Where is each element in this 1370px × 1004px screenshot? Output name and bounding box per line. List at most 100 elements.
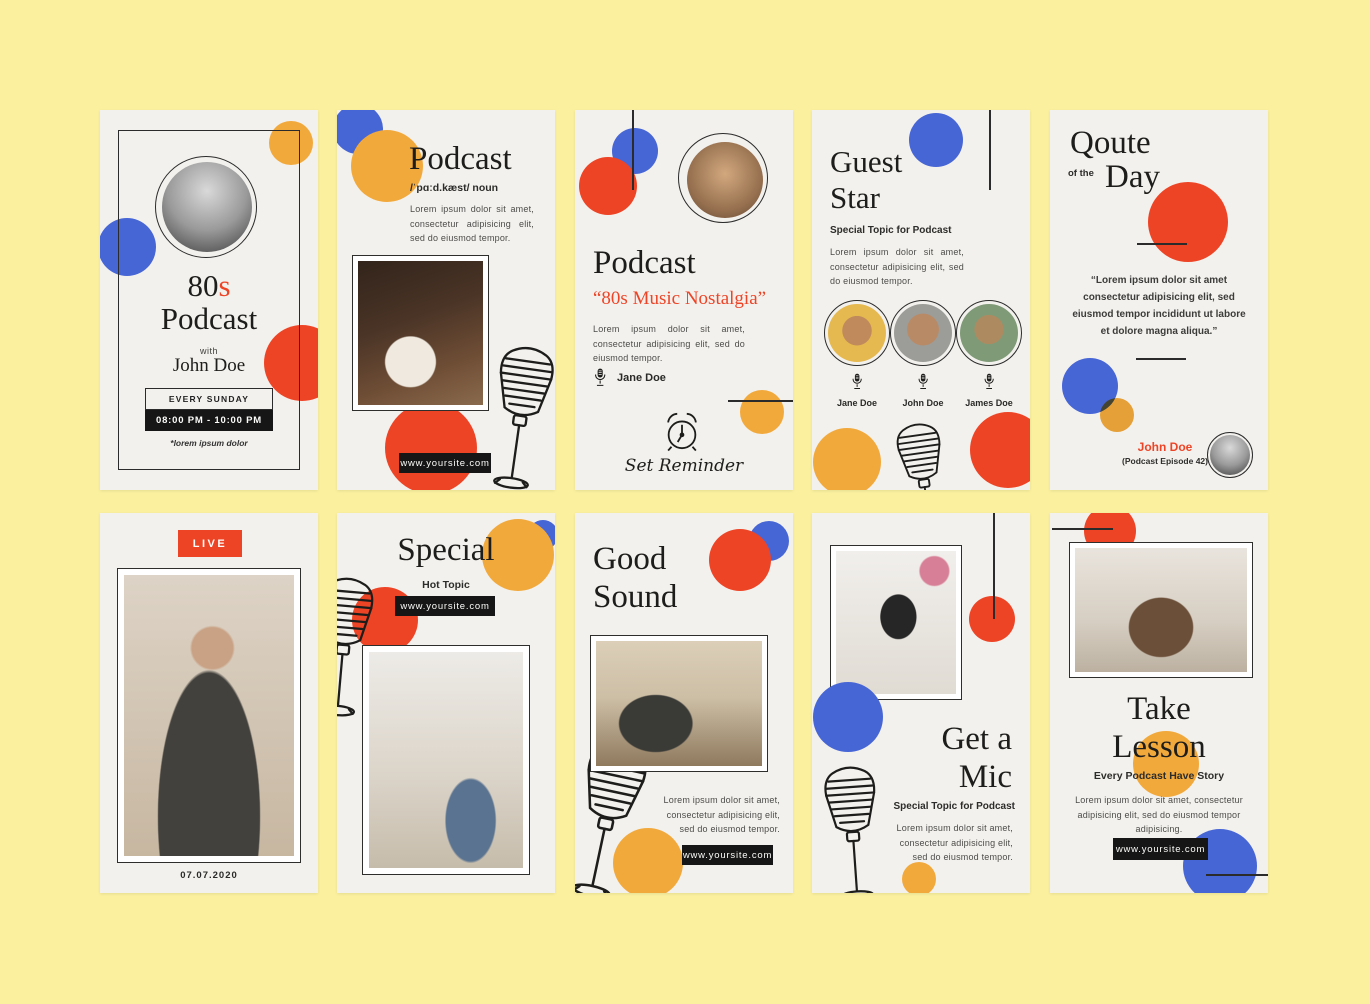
mic-icon	[852, 373, 862, 389]
body-text: Lorem ipsum dolor sit amet, consectetur …	[593, 324, 745, 364]
guest-avatar	[828, 304, 886, 362]
yellow-circle	[482, 519, 554, 591]
guests-row: Jane Doe John Doe James Doe	[824, 300, 1022, 408]
accent-line	[632, 110, 634, 190]
studio-photo	[352, 255, 489, 411]
template-card-special-hot-topic: Special Hot Topic www.yoursite.com	[337, 513, 555, 893]
pronunciation: /ˈpɑːd.kæst/ noun	[410, 182, 499, 194]
website-bar: www.yoursite.com	[395, 596, 495, 616]
desk-photo	[590, 635, 768, 772]
red-circle	[264, 325, 318, 401]
red-circle	[385, 402, 477, 490]
title-line2: Mic	[958, 758, 1012, 795]
set-reminder-label: Set Reminder	[624, 456, 744, 476]
card-title-word: Podcast	[160, 301, 258, 336]
accent-line	[993, 513, 995, 619]
red-circle	[969, 596, 1015, 642]
website-bar: www.yoursite.com	[399, 453, 491, 473]
yellow-circle	[1133, 731, 1199, 797]
body-text: Lorem ipsum dolor sit amet, consectetur …	[1075, 795, 1243, 835]
card-title: Special	[397, 532, 495, 568]
card-subtitle: Special Topic for Podcast	[893, 801, 1015, 812]
template-card-music-nostalgia: Podcast “80s Music Nostalgia” Lorem ipsu…	[575, 110, 793, 490]
guest-row: Jane Doe	[593, 368, 666, 387]
template-card-live: LIVE 07.07.2020	[100, 513, 318, 893]
date-label: 07.07.2020	[180, 870, 238, 881]
body-text: Lorem ipsum dolor sit amet, consectetur …	[896, 823, 1013, 863]
title-line2: Lesson	[1112, 728, 1206, 765]
title-s: s	[218, 268, 231, 303]
guest-item: James Doe	[956, 300, 1022, 408]
card-subtitle: Every Podcast Have Story	[1093, 770, 1225, 782]
template-card-quote-of-the-day: Qoute of the Day “Lorem ipsum dolor sit …	[1050, 110, 1268, 490]
lesson-photo	[1069, 542, 1253, 678]
mic-icon	[595, 368, 606, 386]
schedule-time-box: 08:00 PM - 10:00 PM	[145, 410, 273, 431]
guest-avatar	[687, 142, 763, 218]
card-title: Podcast	[593, 245, 696, 281]
avatar-ring	[824, 300, 890, 366]
card-title: Good Sound	[593, 541, 677, 617]
title-line1: Take	[1127, 691, 1191, 727]
live-badge: LIVE	[178, 530, 242, 557]
title-80: 80	[187, 268, 219, 303]
avatar-ring	[956, 300, 1022, 366]
blue-circle	[813, 682, 883, 752]
title-line2: Day	[1105, 159, 1160, 195]
accent-line	[1136, 358, 1186, 360]
avatar-ring	[890, 300, 956, 366]
guest-name: Jane Doe	[617, 371, 666, 384]
accent-line	[1137, 243, 1187, 245]
card-subtitle: “80s Music Nostalgia”	[593, 288, 767, 309]
avatar-ring	[678, 133, 768, 223]
yellow-circle	[813, 428, 881, 490]
template-card-80s-podcast: 80s Podcast with John Doe EVERY SUNDAY 0…	[100, 110, 318, 490]
card-title: Take Lesson	[1050, 691, 1268, 767]
card-title: Get a Mic	[941, 721, 1012, 797]
card-subtitle: Hot Topic	[422, 579, 470, 591]
template-card-get-a-mic: Get a Mic Special Topic for Podcast Lorem…	[812, 513, 1030, 893]
red-circle	[970, 412, 1030, 488]
avatar-ring	[155, 156, 257, 258]
guest-avatar	[960, 304, 1018, 362]
red-circle	[1148, 182, 1228, 262]
microphone-illustration	[894, 420, 954, 490]
accent-line	[728, 400, 793, 402]
red-circle	[709, 529, 771, 591]
guest-item: Jane Doe	[824, 300, 890, 408]
mic-photo	[830, 545, 962, 700]
host-name: John Doe	[172, 355, 246, 376]
mic-icon	[984, 373, 994, 389]
author-avatar	[1210, 435, 1250, 475]
website-bar: www.yoursite.com	[1113, 838, 1208, 860]
website-bar: www.yoursite.com	[682, 845, 773, 865]
guest-name: John Doe	[902, 398, 944, 408]
live-photo	[117, 568, 301, 863]
interview-photo	[362, 645, 530, 875]
card-title: Guest Star	[830, 144, 902, 215]
card-title: Podcast	[409, 141, 512, 177]
title-line1: Guest	[830, 144, 903, 179]
yellow-circle	[740, 390, 784, 434]
host-avatar	[162, 162, 252, 252]
footnote: *lorem ipsum dolor	[170, 438, 248, 448]
title-line1: Get a	[941, 721, 1012, 757]
card-subtitle: Special Topic for Podcast	[830, 225, 952, 236]
title-line1: Good	[593, 541, 667, 577]
yellow-circle	[613, 828, 683, 893]
title-small: of the	[1068, 168, 1094, 179]
quote-text: “Lorem ipsum dolor sit amet consectetur …	[1072, 275, 1246, 337]
template-card-good-sound: Good Sound Lorem ipsum dolor sit amet, co…	[575, 513, 793, 893]
yellow-circle	[269, 121, 313, 165]
yellow-circle	[1100, 398, 1134, 432]
episode-label: (Podcast Episode 42)	[1122, 456, 1208, 466]
accent-line	[1206, 874, 1268, 876]
mic-icon	[918, 373, 928, 389]
template-card-take-lesson: Take Lesson Every Podcast Have Story Lore…	[1050, 513, 1268, 893]
accent-line	[1052, 528, 1113, 530]
card-title: 80s	[100, 268, 318, 303]
blue-circle	[909, 113, 963, 167]
body-text: Lorem ipsum dolor sit amet, consectetur …	[663, 795, 780, 835]
body-text: Lorem ipsum dolor sit amet, consectetur …	[830, 247, 964, 287]
